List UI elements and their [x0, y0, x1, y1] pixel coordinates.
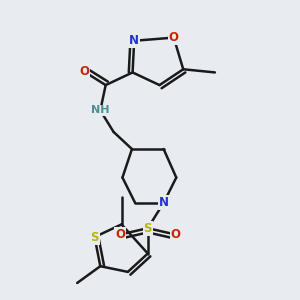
Text: O: O: [80, 65, 89, 78]
Text: N: N: [129, 34, 139, 47]
Text: N: N: [159, 196, 169, 209]
Text: O: O: [169, 31, 179, 44]
Text: O: O: [115, 228, 125, 241]
Text: O: O: [171, 228, 181, 241]
Text: S: S: [90, 231, 99, 244]
Text: S: S: [143, 222, 152, 235]
Text: NH: NH: [91, 105, 110, 116]
